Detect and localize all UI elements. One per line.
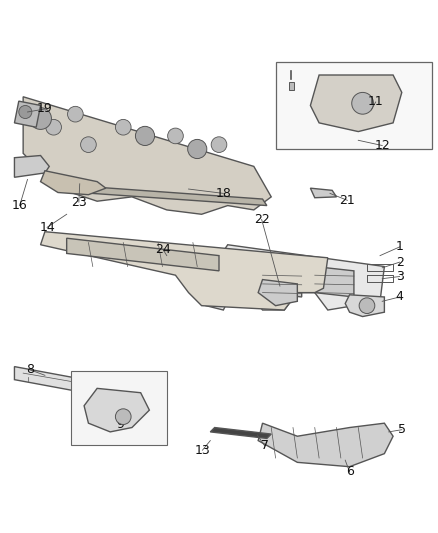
Circle shape (46, 119, 61, 135)
Polygon shape (258, 423, 393, 467)
Text: 16: 16 (12, 199, 28, 212)
Circle shape (359, 298, 375, 313)
Circle shape (211, 137, 227, 152)
Polygon shape (14, 101, 41, 127)
Circle shape (19, 106, 32, 118)
Text: 9: 9 (116, 417, 124, 431)
Circle shape (81, 137, 96, 152)
Text: 24: 24 (155, 244, 171, 256)
Text: 22: 22 (254, 213, 269, 226)
Polygon shape (201, 245, 385, 310)
Bar (71, 371, 167, 445)
Text: 5: 5 (398, 423, 406, 436)
Polygon shape (80, 186, 267, 206)
Circle shape (30, 108, 51, 130)
Polygon shape (23, 97, 271, 214)
Circle shape (352, 92, 374, 114)
Text: 8: 8 (26, 363, 34, 376)
Text: 21: 21 (339, 194, 355, 207)
Text: 2: 2 (396, 256, 403, 269)
Bar (289, 83, 294, 90)
Polygon shape (311, 188, 336, 198)
Text: 12: 12 (374, 139, 390, 152)
Text: 14: 14 (39, 221, 55, 234)
Circle shape (135, 126, 155, 146)
Text: 19: 19 (37, 102, 53, 116)
Text: 3: 3 (396, 270, 403, 283)
Circle shape (116, 119, 131, 135)
Circle shape (67, 107, 83, 122)
Bar (276, 62, 432, 149)
Text: 11: 11 (368, 95, 384, 109)
Circle shape (168, 128, 184, 144)
Polygon shape (262, 266, 302, 297)
Text: 18: 18 (215, 187, 231, 200)
Polygon shape (84, 389, 149, 432)
Polygon shape (67, 238, 219, 271)
Circle shape (116, 409, 131, 424)
Polygon shape (14, 367, 132, 401)
Text: 23: 23 (71, 196, 87, 208)
Polygon shape (258, 279, 297, 305)
Polygon shape (345, 295, 385, 317)
Text: 6: 6 (346, 465, 353, 479)
Polygon shape (311, 75, 402, 132)
Polygon shape (210, 427, 271, 439)
Text: 13: 13 (194, 443, 210, 457)
Polygon shape (14, 156, 49, 177)
Text: 1: 1 (396, 240, 403, 253)
Circle shape (187, 140, 207, 158)
Polygon shape (315, 266, 354, 297)
Text: 4: 4 (396, 290, 403, 303)
Text: 7: 7 (261, 439, 268, 453)
Polygon shape (41, 171, 106, 195)
Polygon shape (41, 232, 328, 310)
